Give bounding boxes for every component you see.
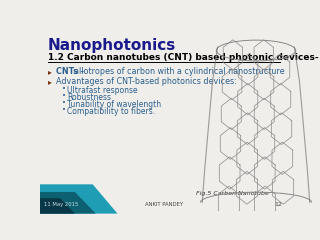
Text: 11 May 2015: 11 May 2015 bbox=[44, 203, 78, 207]
Text: ▸: ▸ bbox=[48, 67, 52, 76]
Text: Compatibility to fibers.: Compatibility to fibers. bbox=[67, 107, 155, 116]
Text: CNTs -: CNTs - bbox=[55, 67, 86, 76]
Text: Advantages of CNT-based photonics devices:: Advantages of CNT-based photonics device… bbox=[55, 77, 236, 86]
Text: Ultrafast response: Ultrafast response bbox=[67, 86, 138, 95]
Text: allotropes of carbon with a cylindrical nanostructure: allotropes of carbon with a cylindrical … bbox=[74, 67, 285, 76]
Text: Nanophotonics: Nanophotonics bbox=[48, 38, 176, 53]
Text: ▸: ▸ bbox=[48, 77, 52, 86]
Text: 12: 12 bbox=[274, 203, 282, 207]
Text: Fig.5 Carbon Nanotube: Fig.5 Carbon Nanotube bbox=[196, 191, 268, 196]
Polygon shape bbox=[40, 198, 75, 214]
Text: ANKIT PANDEY: ANKIT PANDEY bbox=[145, 203, 183, 207]
Text: 1.2 Carbon nanotubes (CNT) based photonic devices-: 1.2 Carbon nanotubes (CNT) based photoni… bbox=[48, 54, 318, 62]
Text: •: • bbox=[62, 86, 66, 92]
Text: •: • bbox=[62, 107, 66, 113]
Polygon shape bbox=[40, 192, 96, 214]
Text: Tunability of wavelength: Tunability of wavelength bbox=[67, 100, 161, 109]
Text: Robustness: Robustness bbox=[67, 93, 111, 102]
Text: •: • bbox=[62, 93, 66, 99]
Text: •: • bbox=[62, 100, 66, 106]
Polygon shape bbox=[40, 184, 117, 214]
